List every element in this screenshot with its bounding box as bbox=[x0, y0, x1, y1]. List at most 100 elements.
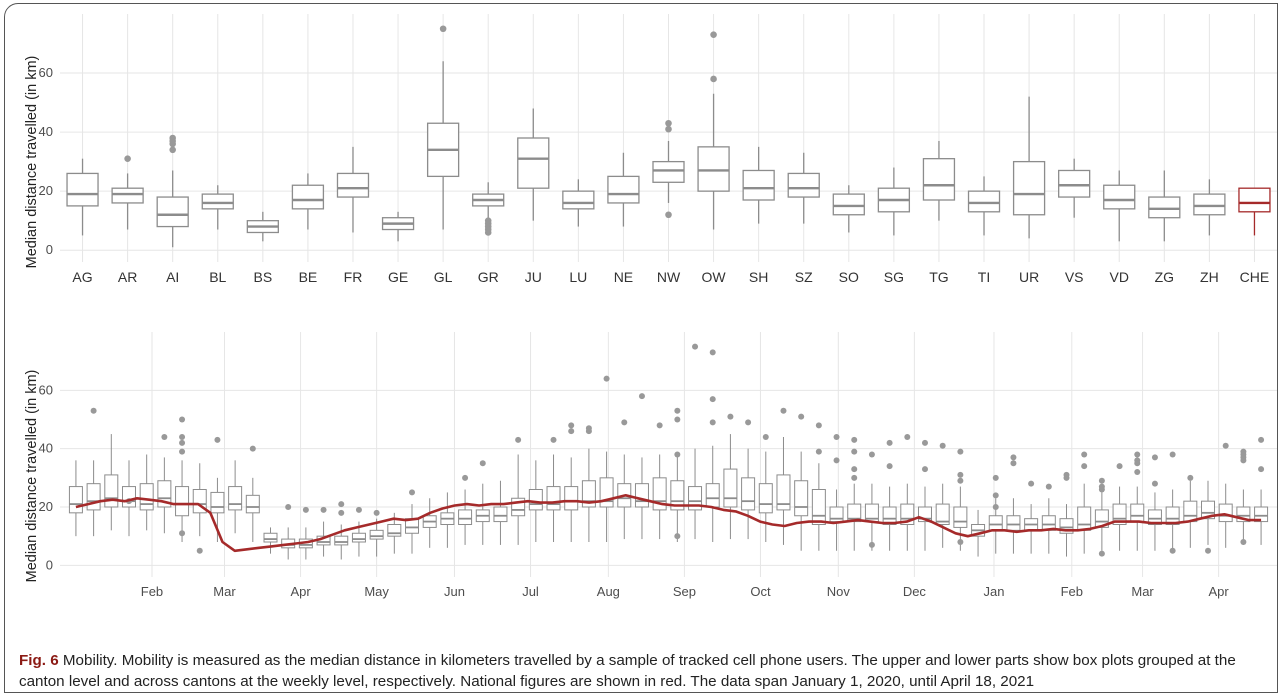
weekly-outlier-47 bbox=[833, 457, 840, 464]
box-AR-outlier-0 bbox=[124, 155, 131, 162]
weekly-box-22 bbox=[458, 489, 473, 545]
box-ZG bbox=[1148, 170, 1181, 242]
bottom-gridlines bbox=[60, 332, 1277, 577]
bottom-y-tick-label-60: 60 bbox=[39, 382, 53, 397]
weekly-box-63 bbox=[1183, 480, 1198, 548]
weekly-box-62-iqr bbox=[1165, 506, 1180, 525]
weekly-outlier-19 bbox=[462, 474, 469, 481]
canton-boxplot-chart: Median distance travelled (in km) 0 20 40 6… bbox=[24, 14, 1277, 285]
weekly-outlier-24 bbox=[568, 428, 575, 435]
weekly-box-10-iqr bbox=[245, 494, 260, 514]
weekly-outlier-45 bbox=[815, 448, 822, 455]
weekly-outlier-70 bbox=[1045, 483, 1052, 490]
figure-panel: Median distance travelled (in km) 0 20 40 6… bbox=[4, 3, 1278, 693]
weekly-box-59 bbox=[1112, 486, 1127, 551]
weekly-box-53 bbox=[1006, 498, 1021, 554]
weekly-outlier-87 bbox=[1169, 547, 1176, 554]
box-GR bbox=[472, 182, 505, 236]
weekly-box-40 bbox=[776, 437, 791, 545]
weekly-box-63-iqr bbox=[1183, 500, 1198, 523]
weekly-box-0-iqr bbox=[68, 486, 83, 514]
top-y-tick-label-0: 0 bbox=[46, 242, 53, 257]
weekly-box-38 bbox=[741, 448, 756, 540]
box-GL bbox=[426, 25, 460, 230]
weekly-box-42 bbox=[811, 463, 826, 551]
weekly-outlier-28 bbox=[621, 419, 628, 426]
weekly-outlier-21 bbox=[515, 436, 522, 443]
weekly-box-8 bbox=[210, 477, 225, 542]
figure-caption: Fig. 6 Mobility. Mobility is measured as… bbox=[19, 650, 1269, 692]
top-x-tick-label-AI: AI bbox=[166, 269, 179, 285]
weekly-box-37-iqr bbox=[723, 468, 738, 508]
weekly-outliers bbox=[90, 343, 1265, 557]
weekly-outlier-11 bbox=[285, 504, 292, 510]
weekly-box-21 bbox=[440, 492, 455, 548]
weekly-box-15 bbox=[334, 524, 349, 560]
weekly-box-1 bbox=[86, 460, 101, 537]
weekly-box-57-iqr bbox=[1077, 506, 1092, 531]
box-AI-iqr bbox=[156, 196, 189, 228]
weekly-box-37 bbox=[723, 434, 738, 540]
weekly-box-39-iqr bbox=[758, 483, 773, 514]
weekly-box-20 bbox=[422, 498, 437, 548]
weekly-outlier-17 bbox=[373, 509, 380, 516]
weekly-box-57 bbox=[1077, 483, 1092, 554]
weekly-box-17 bbox=[369, 518, 384, 557]
figure-label: Fig. 6 bbox=[19, 652, 59, 669]
weekly-outlier-54 bbox=[886, 439, 893, 446]
weekly-outlier-14 bbox=[338, 509, 345, 516]
weekly-box-24 bbox=[493, 480, 508, 545]
box-BS bbox=[246, 211, 279, 242]
weekly-outlier-15 bbox=[338, 501, 345, 508]
box-LU-iqr bbox=[562, 190, 595, 210]
top-x-tick-label-GE: GE bbox=[388, 269, 408, 285]
weekly-box-45 bbox=[864, 483, 879, 551]
box-LU bbox=[562, 179, 595, 227]
weekly-box-11-iqr bbox=[263, 532, 278, 543]
weekly-outlier-26 bbox=[585, 425, 592, 432]
weekly-box-5 bbox=[157, 457, 172, 534]
weekly-outlier-85 bbox=[1151, 480, 1158, 487]
top-y-tick-label-60: 60 bbox=[39, 65, 53, 80]
bottom-x-tick-label-jul-5: Jul bbox=[522, 584, 539, 599]
weekly-outlier-43 bbox=[798, 413, 805, 420]
weekly-box-33 bbox=[652, 454, 667, 540]
weekly-outlier-90 bbox=[1222, 442, 1229, 449]
box-NW-outlier-1 bbox=[665, 125, 672, 133]
weekly-box-34 bbox=[670, 454, 685, 542]
box-TG-iqr bbox=[922, 158, 956, 201]
weekly-outlier-48 bbox=[851, 436, 858, 443]
box-GL-outlier-0 bbox=[439, 25, 447, 33]
weekly-box-46 bbox=[882, 486, 897, 551]
box-BL bbox=[201, 185, 234, 230]
national-median-line bbox=[75, 494, 1262, 553]
top-x-tick-label-OW: OW bbox=[702, 269, 727, 285]
weekly-box-27 bbox=[546, 454, 561, 542]
weekly-box-46-iqr bbox=[882, 506, 897, 525]
box-AI bbox=[156, 134, 189, 248]
weekly-box-4-iqr bbox=[139, 483, 154, 511]
top-x-tick-label-VS: VS bbox=[1065, 269, 1084, 285]
weekly-outlier-97 bbox=[1258, 436, 1265, 443]
box-OW-outlier-0 bbox=[710, 75, 717, 83]
box-BE bbox=[291, 173, 325, 230]
weekly-box-26 bbox=[528, 460, 543, 542]
weekly-box-25 bbox=[511, 454, 526, 545]
box-AG-iqr bbox=[66, 172, 99, 207]
weekly-box-41-iqr bbox=[794, 480, 809, 517]
weekly-box-50 bbox=[953, 486, 968, 551]
box-AI-outlier-0 bbox=[169, 146, 176, 154]
weekly-outlier-82 bbox=[1134, 460, 1141, 467]
weekly-box-27-iqr bbox=[546, 486, 561, 511]
weekly-outlier-78 bbox=[1098, 550, 1105, 557]
box-VD bbox=[1103, 170, 1136, 242]
weekly-box-28-iqr bbox=[564, 486, 579, 511]
bottom-x-tick-label-sep-7: Sep bbox=[673, 584, 696, 599]
box-TI bbox=[967, 176, 1001, 236]
weekly-box-64 bbox=[1201, 480, 1216, 545]
weekly-outlier-10 bbox=[249, 445, 256, 452]
weekly-outlier-89 bbox=[1205, 547, 1212, 554]
bottom-x-tick-label-jun-4: Jun bbox=[444, 584, 465, 599]
weekly-box-42-iqr bbox=[811, 489, 826, 525]
box-OW bbox=[697, 31, 730, 230]
